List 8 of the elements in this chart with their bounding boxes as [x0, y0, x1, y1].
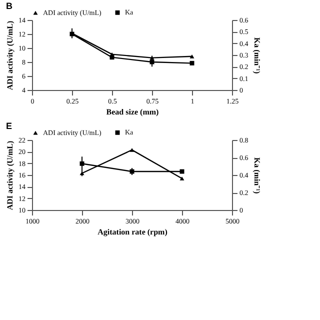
y-axis-title: ADI activity (U/mL) [6, 20, 14, 90]
chart-title: B [6, 1, 13, 11]
chart-title: E [6, 121, 12, 131]
x-axis-title: Bead size (mm) [106, 108, 160, 116]
y2-axis-title: Ka (min⁻¹) [252, 37, 262, 74]
x-axis-title: Agitation rate (rpm) [98, 228, 168, 236]
y2-axis-title: Ka (min⁻¹) [252, 157, 262, 194]
y-axis-title: ADI activity (U/mL) [6, 140, 14, 210]
